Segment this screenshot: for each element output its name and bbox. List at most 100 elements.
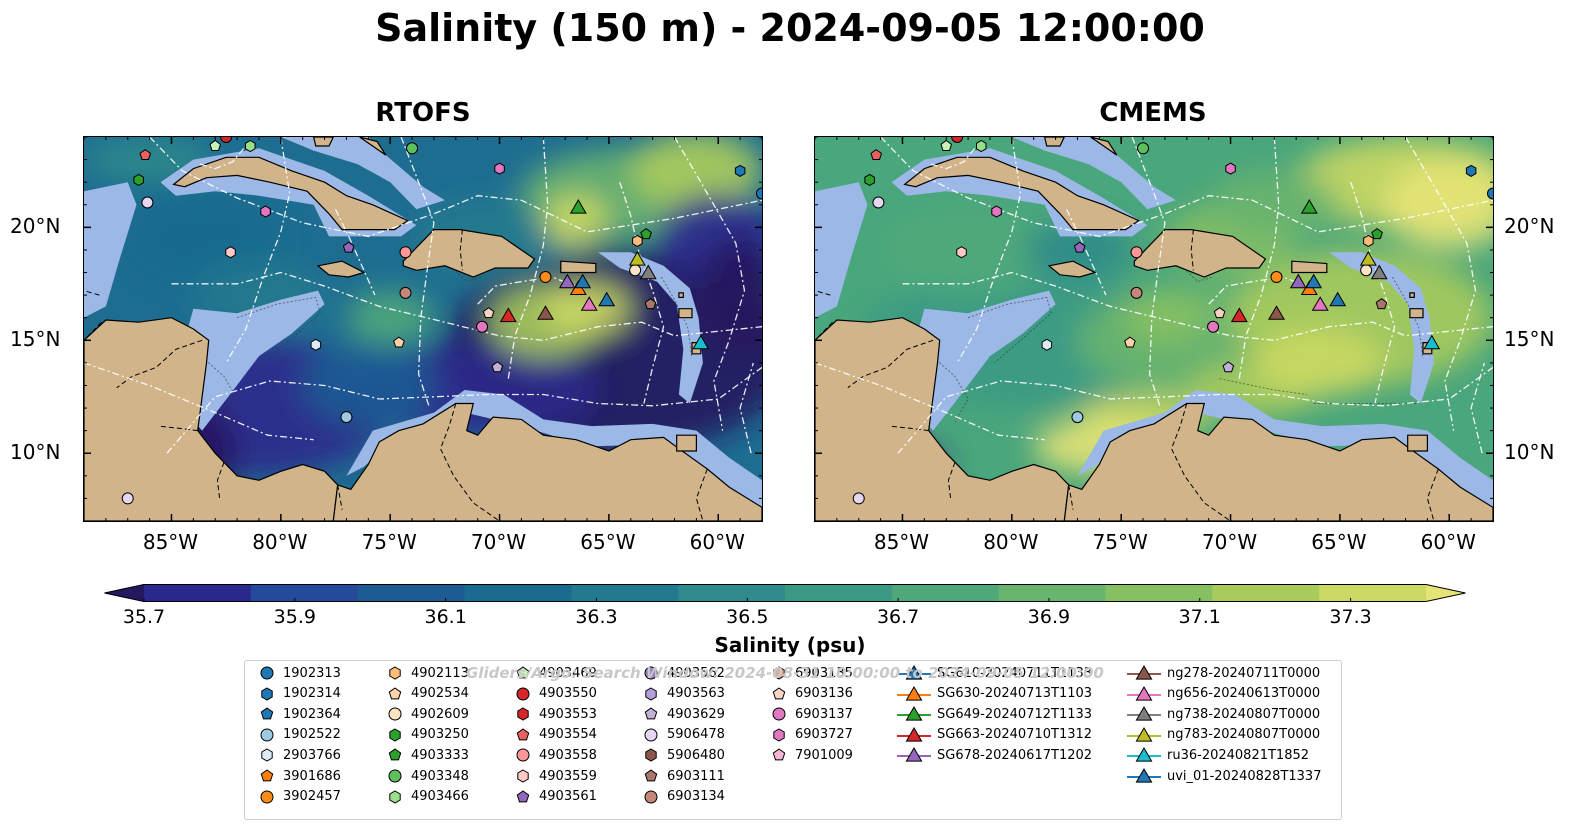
y-tick-label: 20°N [1504, 214, 1555, 239]
platform-marker-1902313 [756, 187, 762, 200]
legend-item: 7901009 [769, 745, 853, 765]
legend-item: ru36-20240821T1852 [1127, 745, 1309, 765]
legend-item: 1902364 [257, 704, 341, 724]
x-tick-label: 80°W [983, 530, 1039, 554]
platform-marker-4902113 [632, 234, 643, 247]
x-tick-label: 60°W [1420, 530, 1476, 554]
legend-label: 1902313 [283, 665, 341, 681]
legend-marker [772, 707, 786, 721]
legend-label: 4903553 [539, 706, 597, 722]
panel-title-cmems: CMEMS [1099, 98, 1207, 128]
platform-markers [852, 137, 1493, 505]
y-tick-label: 10°N [1504, 440, 1555, 465]
y-tick-label: 10°N [10, 440, 61, 465]
platform-markers [121, 137, 762, 505]
platform-marker-6903134 [399, 286, 412, 299]
platform-marker-6903111 [644, 298, 657, 310]
colorbar-tick-label: 36.7 [876, 606, 920, 628]
legend-marker [773, 666, 785, 680]
legend-item: ng783-20240807T0000 [1127, 725, 1320, 745]
legend-label: 1902314 [283, 686, 341, 702]
platform-legend: 1902313 1902314 1902364 1902522 2903766 39016… [244, 660, 1342, 820]
legend-marker [516, 666, 530, 679]
platform-marker-4903554 [139, 148, 152, 160]
eez-boundaries [815, 137, 1493, 454]
platform-marker-6903111 [1375, 298, 1388, 310]
platform-marker-6903727 [991, 205, 1002, 218]
platform-marker-4903559 [956, 246, 967, 259]
legend-label: SG630-20240713T1103 [937, 686, 1093, 702]
legend-swatch [517, 707, 529, 721]
legend-item: 4903550 [513, 684, 597, 704]
legend-swatch [261, 687, 273, 701]
platform-marker-ng738-20240807T0000 [1370, 264, 1388, 280]
legend-item: 4903466 [385, 787, 469, 807]
legend-swatch [897, 726, 931, 742]
legend-label: 4903629 [667, 706, 725, 722]
platform-marker-6903727 [260, 205, 271, 218]
platform-marker-ng278-20240711T0000 [1268, 305, 1285, 320]
platform-marker-4902609 [629, 264, 642, 277]
legend-label: 6903134 [667, 789, 725, 805]
platform-marker-1902522 [340, 411, 353, 424]
platform-marker-5906478 [852, 492, 865, 505]
legend-swatch [516, 728, 530, 741]
legend-marker [905, 685, 923, 701]
legend-marker [389, 728, 401, 742]
legend-label: SG678-20240617T1202 [937, 747, 1093, 763]
colorbar-segment [678, 584, 786, 602]
legend-marker [1135, 665, 1153, 680]
rtofs-salinity-map[interactable] [83, 136, 763, 522]
platform-marker-6903137 [476, 320, 489, 333]
colorbar-segment [891, 584, 1000, 602]
platform-marker-6903727 [494, 162, 505, 175]
y-tick-label: 15°N [10, 327, 61, 352]
legend-marker [261, 687, 273, 701]
legend-item: 4903333 [385, 745, 469, 765]
legend-item: SG663-20240710T1312 [897, 725, 1092, 745]
legend-marker [517, 707, 529, 721]
legend-label: 6903137 [795, 706, 853, 722]
platform-marker-4903469 [940, 139, 953, 151]
platform-marker-ng783-20240807T0000 [1359, 250, 1377, 266]
legend-item: 5906478 [641, 725, 725, 745]
legend-swatch [389, 728, 401, 742]
eez-boundaries [84, 137, 762, 454]
legend-marker [644, 666, 658, 680]
platform-marker-4903250 [864, 173, 875, 186]
legend-item: 6903111 [641, 766, 725, 786]
legend-swatch [1127, 726, 1161, 742]
legend-item: 6903137 [769, 704, 853, 724]
colorbar-tick-label: 35.7 [122, 606, 166, 628]
platform-marker-3902457 [539, 271, 552, 284]
platform-marker-ru36-20240821T1852 [1423, 334, 1441, 350]
cmems-salinity-map[interactable] [814, 136, 1494, 522]
legend-swatch [388, 707, 402, 721]
legend-swatch [260, 666, 274, 680]
legend-marker [261, 748, 273, 762]
legend-label: 4903554 [539, 727, 597, 743]
platform-marker-4903558 [399, 246, 412, 259]
axis-ticks [815, 137, 1493, 521]
platform-marker-4902609 [1360, 264, 1373, 277]
colorbar-segment [571, 584, 679, 602]
colorbar-tick-label: 37.3 [1329, 606, 1372, 628]
legend-label: SG649-20240712T1133 [937, 706, 1093, 722]
legend-label: 4903563 [667, 686, 725, 702]
legend-marker [260, 666, 274, 680]
x-tick-label: 70°W [470, 530, 527, 554]
platform-marker-ng656-20240613T0000 [580, 296, 598, 311]
legend-label: 4902609 [411, 706, 469, 722]
legend-swatch [772, 748, 786, 761]
legend-label: 3901686 [283, 768, 341, 784]
legend-marker [389, 666, 401, 680]
legend-item: ng738-20240807T0000 [1127, 704, 1320, 724]
platform-marker-4903559 [225, 246, 236, 259]
legend-label: SG610-20240711T1133 [937, 665, 1093, 681]
legend-label: ng783-20240807T0000 [1167, 727, 1321, 743]
x-tick-label: 65°W [580, 530, 636, 554]
legend-label: ru36-20240821T1852 [1167, 747, 1310, 763]
legend-marker [772, 748, 786, 761]
platform-marker-5906478 [141, 196, 154, 209]
legend-item: 1902313 [257, 663, 341, 683]
